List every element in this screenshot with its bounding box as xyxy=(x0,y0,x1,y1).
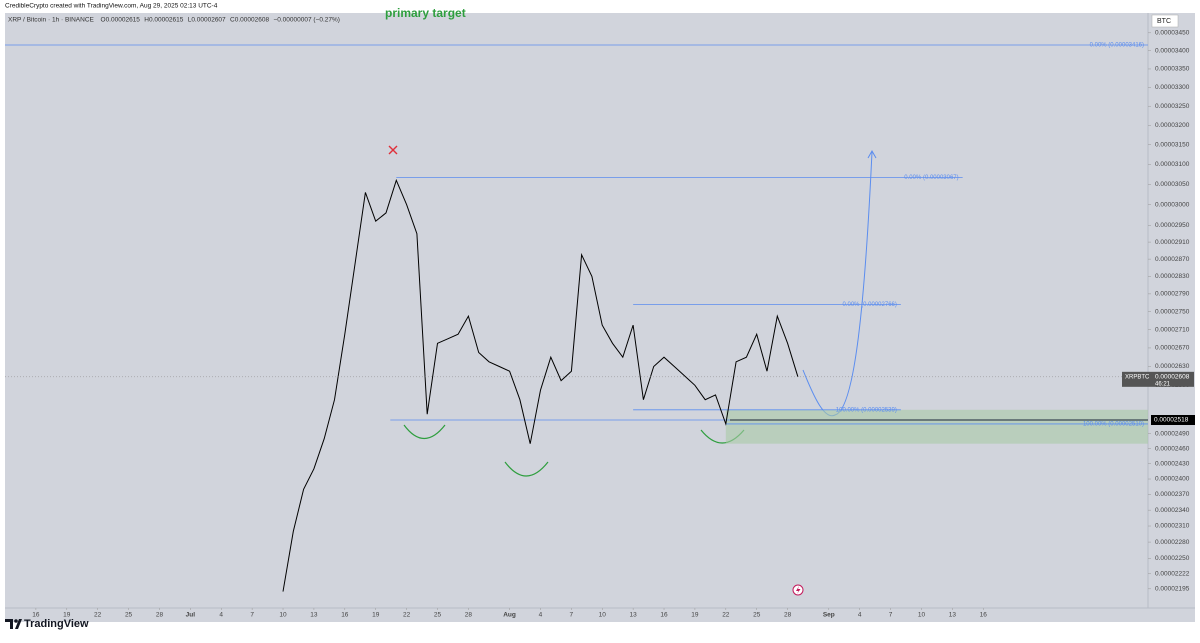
y-tick-label: 0.00002670 xyxy=(1155,345,1190,352)
ohlc-value: O0.00002615 xyxy=(101,17,141,24)
y-tick-label: 0.00002750 xyxy=(1155,308,1190,315)
y-tick-label: 0.00003200 xyxy=(1155,122,1190,129)
x-tick-label: 7 xyxy=(570,612,574,619)
y-tick-label: 0.00002950 xyxy=(1155,222,1190,229)
x-tick-label: 10 xyxy=(599,612,607,619)
ohlc-value: L0.00002607 xyxy=(188,17,226,24)
y-tick-label: 0.00002310 xyxy=(1155,523,1190,530)
currency-box xyxy=(1151,14,1179,28)
y-tick-label: 0.00003250 xyxy=(1155,103,1190,110)
fib-label: 0.00% (0.00003416) xyxy=(1090,43,1144,49)
symbol-title: XRP / Bitcoin · 1h · BINANCE xyxy=(8,17,95,24)
x-tick-label: 22 xyxy=(722,612,730,619)
fib-label: 0.00% (0.00002766) xyxy=(842,302,896,308)
x-tick-label: 4 xyxy=(858,612,862,619)
support-price: 0.00002518 xyxy=(1154,417,1189,424)
x-tick-label: 10 xyxy=(279,612,287,619)
credit: CredibleCrypto created with TradingView.… xyxy=(5,3,218,10)
annotation: primary target xyxy=(385,6,466,20)
x-tick-label: 4 xyxy=(219,612,223,619)
x-tick-label: 25 xyxy=(753,612,761,619)
fib-label: 0.00% (0.00003067) xyxy=(904,175,958,181)
x-tick-label: 7 xyxy=(889,612,893,619)
last-price: 0.00002608 xyxy=(1155,374,1190,381)
fib-label: 100.00% (0.00002539) xyxy=(836,407,897,413)
logo xyxy=(5,619,22,629)
y-tick-label: 0.00002250 xyxy=(1155,555,1190,562)
y-tick-label: 0.00003000 xyxy=(1155,201,1190,208)
x-tick-label: 19 xyxy=(63,612,71,619)
x-tick-label: 16 xyxy=(660,612,668,619)
y-tick-label: 0.00002340 xyxy=(1155,507,1190,514)
y-tick-label: 0.00002710 xyxy=(1155,326,1190,333)
last-tag xyxy=(1122,371,1194,387)
x-tick-label: 28 xyxy=(784,612,792,619)
x-tick-label: 16 xyxy=(341,612,349,619)
price-line xyxy=(282,178,799,592)
fib-label: 100.00% (0.00002510) xyxy=(1083,421,1144,427)
y-tick-label: 0.00003300 xyxy=(1155,84,1190,91)
x-tick-label: 16 xyxy=(980,612,988,619)
y-tick-label: 0.00003400 xyxy=(1155,47,1190,54)
x-tick-label: Aug xyxy=(503,612,516,619)
y-tick-label: 0.00003100 xyxy=(1155,161,1190,168)
brand: TradingView xyxy=(24,618,89,630)
y-tick-label: 0.00002490 xyxy=(1155,430,1190,437)
last-name: XRPBTC xyxy=(1125,374,1150,380)
countdown: 46:21 xyxy=(1155,381,1171,387)
y-tick-label: 0.00002870 xyxy=(1155,256,1190,263)
ohlc-value: C0.00002608 xyxy=(230,17,269,24)
x-tick-label: 13 xyxy=(310,612,318,619)
support-tag xyxy=(1151,415,1195,426)
y-tick-label: 0.00002222 xyxy=(1155,570,1190,577)
red-x xyxy=(388,145,398,155)
y-tick-label: 0.00003050 xyxy=(1155,181,1190,188)
ohlc-value: −0.00000007 (−0.27%) xyxy=(273,17,340,24)
x-tick-label: 25 xyxy=(434,612,442,619)
x-tick-label: 25 xyxy=(125,612,133,619)
y-tick-label: 0.00003150 xyxy=(1155,141,1190,148)
y-tick-label: 0.00002280 xyxy=(1155,539,1190,546)
y-tick-label: 0.00002790 xyxy=(1155,291,1190,298)
x-tick-label: 7 xyxy=(250,612,254,619)
x-tick-label: Jul xyxy=(186,612,196,619)
x-tick-label: 19 xyxy=(372,612,380,619)
y-tick-label: 0.00002195 xyxy=(1155,586,1190,593)
event-icon xyxy=(792,584,804,596)
x-tick-label: 13 xyxy=(630,612,638,619)
x-tick-label: 16 xyxy=(32,612,40,619)
y-tick-label: 0.00003350 xyxy=(1155,66,1190,73)
chart-area xyxy=(5,13,1195,622)
y-tick-label: 0.00003450 xyxy=(1155,30,1190,37)
x-tick-label: 19 xyxy=(691,612,699,619)
x-tick-label: 13 xyxy=(949,612,957,619)
y-tick-label: 0.00002430 xyxy=(1155,460,1190,467)
projection xyxy=(802,149,877,417)
x-tick-label: 4 xyxy=(539,612,543,619)
ohlc-value: H0.00002615 xyxy=(144,17,183,24)
x-tick-label: 22 xyxy=(403,612,411,619)
y-tick-label: 0.00002830 xyxy=(1155,273,1190,280)
y-tick-label: 0.00002370 xyxy=(1155,491,1190,498)
y-tick-label: 0.00002460 xyxy=(1155,445,1190,452)
x-tick-label: 28 xyxy=(465,612,473,619)
target-zone xyxy=(725,409,1148,444)
x-tick-label: 28 xyxy=(156,612,164,619)
x-tick-label: 22 xyxy=(94,612,102,619)
y-tick-label: 0.00002400 xyxy=(1155,476,1190,483)
x-tick-label: Sep xyxy=(823,612,835,619)
currency: BTC xyxy=(1157,18,1171,25)
y-tick-label: 0.00002630 xyxy=(1155,363,1190,370)
x-tick-label: 10 xyxy=(918,612,926,619)
y-tick-label: 0.00002910 xyxy=(1155,239,1190,246)
